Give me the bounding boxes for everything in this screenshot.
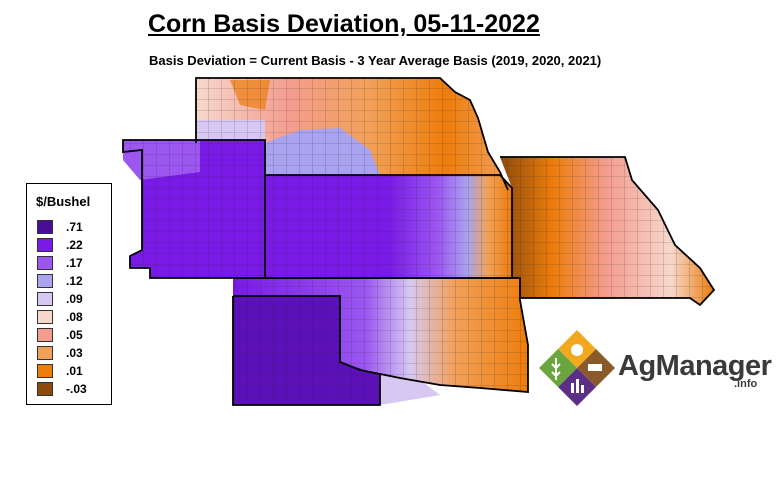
legend-swatch — [37, 274, 53, 288]
legend-label: .17 — [66, 256, 83, 270]
oklahoma-region — [233, 278, 528, 392]
legend-label: .03 — [66, 346, 83, 360]
legend-swatch — [37, 220, 53, 234]
legend-label: .09 — [66, 292, 83, 306]
legend-label: .71 — [66, 220, 83, 234]
legend-label: -.03 — [66, 382, 87, 396]
legend-swatch — [37, 256, 53, 270]
logo-suffix: .info — [734, 378, 758, 390]
logo-name: AgManager — [618, 350, 772, 382]
colorado-region — [123, 140, 265, 278]
kansas-region — [265, 175, 512, 278]
legend-item: .05 — [37, 328, 109, 344]
legend-title: $/Bushel — [36, 194, 91, 209]
legend-swatch — [37, 238, 53, 252]
state-borders — [122, 77, 716, 406]
legend-label: .12 — [66, 274, 83, 288]
agmanager-diamond-icon — [539, 330, 615, 406]
legend: $/Bushel .71 .22 .17 .12 .09 .08 .05 .03… — [26, 183, 112, 405]
legend-swatch — [37, 292, 53, 306]
legend-label: .22 — [66, 238, 83, 252]
legend-swatch — [37, 346, 53, 360]
legend-label: .05 — [66, 328, 83, 342]
legend-label: .01 — [66, 364, 83, 378]
legend-item: .17 — [37, 256, 109, 272]
legend-item: .22 — [37, 238, 109, 254]
missouri-region — [500, 157, 714, 305]
agmanager-logo: AgManager .info — [538, 328, 772, 408]
legend-item: .01 — [37, 364, 109, 380]
legend-item: .71 — [37, 220, 109, 236]
legend-label: .08 — [66, 310, 83, 324]
legend-item: .08 — [37, 310, 109, 326]
legend-item: .12 — [37, 274, 109, 290]
legend-item: .03 — [37, 346, 109, 362]
legend-swatch — [37, 382, 53, 396]
legend-swatch — [37, 328, 53, 342]
texas-panhandle-region — [233, 296, 440, 405]
legend-item: .09 — [37, 292, 109, 308]
map-subtitle: Basis Deviation = Current Basis - 3 Year… — [149, 53, 602, 68]
legend-swatch — [37, 310, 53, 324]
nebraska-region — [196, 78, 508, 190]
map-title: Corn Basis Deviation, 05-11-2022 — [148, 10, 540, 38]
legend-swatch — [37, 364, 53, 378]
legend-item: -.03 — [37, 382, 109, 398]
